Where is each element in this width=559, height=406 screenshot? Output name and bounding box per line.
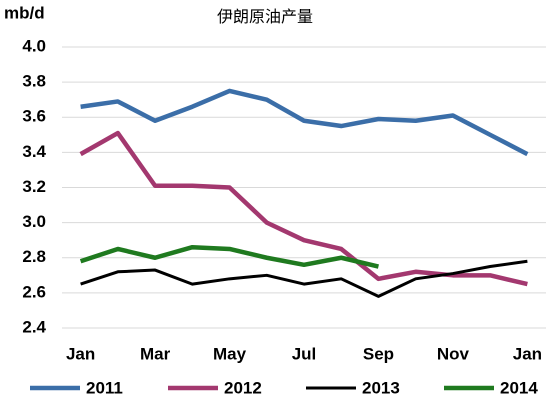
y-tick-label: 3.2 [22, 177, 46, 196]
legend-label: 2011 [86, 378, 123, 397]
x-tick-label: Jan [66, 344, 95, 363]
y-tick-label: 2.4 [22, 317, 46, 336]
y-tick-label: 3.4 [22, 142, 46, 161]
legend-label: 2013 [362, 378, 400, 397]
x-tick-label: Nov [437, 344, 470, 363]
x-tick-label: Mar [140, 344, 171, 363]
y-tick-label: 3.0 [22, 212, 46, 231]
y-tick-label: 3.6 [22, 107, 46, 126]
y-tick-label: 2.6 [22, 282, 46, 301]
y-tick-label: 4.0 [22, 36, 46, 55]
legend-label: 2014 [500, 378, 538, 397]
y-axis-label: mb/d [4, 3, 45, 22]
series-line [79, 130, 528, 287]
x-tick-label: Sep [363, 344, 394, 363]
series-line [80, 88, 529, 157]
chart-title: 伊朗原油产量 [217, 8, 313, 26]
y-tick-label: 2.8 [22, 247, 46, 266]
series-line [79, 244, 379, 269]
series-line [80, 259, 528, 298]
y-tick-label: 3.8 [22, 72, 46, 91]
x-tick-label: Jan [513, 344, 542, 363]
x-tick-label: May [213, 344, 247, 363]
legend-label: 2012 [224, 378, 262, 397]
x-tick-label: Jul [292, 344, 317, 363]
